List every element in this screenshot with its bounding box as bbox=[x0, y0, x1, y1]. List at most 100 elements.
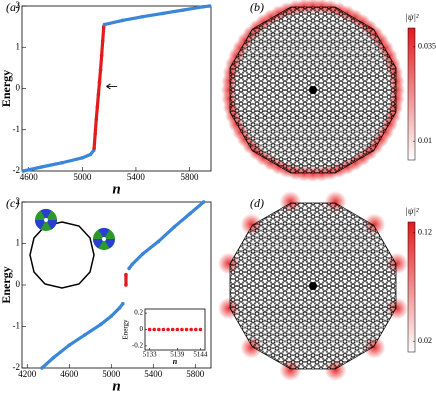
lattice-site bbox=[286, 203, 300, 217]
lattice-site bbox=[366, 62, 380, 76]
lattice-site bbox=[366, 258, 380, 272]
lattice-site bbox=[270, 90, 284, 104]
lattice-site bbox=[258, 83, 272, 97]
lattice-site bbox=[298, 306, 312, 321]
lattice-site bbox=[382, 104, 396, 118]
lattice-site bbox=[274, 348, 288, 363]
colorbar bbox=[407, 221, 416, 353]
lattice-site bbox=[314, 69, 328, 83]
point bbox=[130, 262, 135, 267]
lattice-site bbox=[374, 313, 388, 328]
lattice-site bbox=[306, 6, 320, 14]
lattice-site bbox=[229, 286, 236, 300]
lattice-site bbox=[282, 209, 296, 224]
lattice-site bbox=[274, 152, 288, 167]
lattice-site bbox=[250, 237, 264, 252]
lattice-site bbox=[290, 209, 304, 224]
lattice-site bbox=[306, 223, 320, 238]
point bbox=[127, 266, 131, 271]
lattice-site bbox=[326, 327, 340, 342]
lattice-site bbox=[306, 166, 320, 174]
lattice-site bbox=[302, 62, 316, 76]
lattice-site bbox=[306, 209, 320, 224]
lattice-site bbox=[322, 348, 336, 363]
lattice-site bbox=[338, 124, 352, 139]
lattice-site bbox=[338, 55, 352, 70]
lattice-site bbox=[270, 258, 284, 272]
lattice-site bbox=[270, 313, 284, 328]
lattice-site bbox=[278, 131, 292, 146]
lattice-site bbox=[294, 159, 308, 173]
lattice-site bbox=[362, 55, 376, 70]
lattice-site bbox=[290, 223, 304, 238]
lattice-site bbox=[274, 334, 288, 349]
lattice-site bbox=[350, 145, 364, 160]
lattice-site bbox=[274, 124, 288, 139]
lattice-site bbox=[234, 279, 248, 293]
lattice-site bbox=[250, 251, 264, 266]
y-tick-label: -1 bbox=[13, 321, 21, 331]
lattice-site bbox=[342, 230, 356, 245]
panel-label: (d) bbox=[250, 196, 264, 210]
lattice-site bbox=[286, 131, 300, 146]
lattice-site bbox=[342, 90, 356, 104]
lattice-site bbox=[302, 286, 316, 300]
lattice-site bbox=[326, 341, 340, 356]
lattice-site bbox=[318, 203, 332, 217]
lattice-site bbox=[350, 300, 364, 314]
lattice-site bbox=[290, 83, 304, 97]
point bbox=[117, 306, 122, 310]
lattice-site bbox=[258, 237, 272, 252]
lattice-site bbox=[282, 83, 296, 97]
lattice-site bbox=[318, 313, 332, 328]
lattice-site bbox=[326, 20, 340, 35]
corner-glow bbox=[279, 190, 302, 213]
lattice-site bbox=[282, 362, 296, 370]
lattice-site bbox=[229, 62, 236, 76]
lattice-site bbox=[366, 117, 380, 132]
lattice-site bbox=[254, 300, 268, 314]
lattice-site bbox=[290, 265, 304, 279]
lattice-site bbox=[366, 90, 380, 104]
lattice-site bbox=[302, 117, 316, 132]
lattice-site bbox=[334, 145, 348, 160]
lattice-site bbox=[238, 244, 252, 259]
lattice-site bbox=[326, 286, 340, 300]
lattice-site bbox=[234, 55, 248, 70]
lattice-site bbox=[290, 320, 304, 335]
lattice-site bbox=[362, 69, 376, 83]
lattice-site bbox=[250, 334, 264, 349]
lattice-site bbox=[294, 48, 308, 63]
lattice-site bbox=[314, 152, 328, 167]
lattice-site bbox=[306, 83, 320, 97]
lattice-site bbox=[254, 48, 268, 63]
lattice-site bbox=[266, 55, 280, 70]
lattice-site bbox=[266, 209, 280, 224]
lattice-site bbox=[246, 258, 260, 272]
point bbox=[95, 105, 100, 109]
lattice-site bbox=[229, 293, 240, 307]
point bbox=[96, 92, 101, 97]
lattice-site bbox=[302, 230, 316, 245]
lattice-site bbox=[294, 34, 308, 49]
lattice-site bbox=[334, 313, 348, 328]
lattice-site bbox=[322, 138, 336, 153]
x-tick-label: 5144 bbox=[193, 351, 208, 359]
lattice-site bbox=[258, 110, 272, 125]
point bbox=[189, 327, 193, 332]
lattice-site bbox=[322, 202, 336, 210]
lattice-site bbox=[350, 62, 364, 76]
y-tick-label: 0 bbox=[16, 279, 21, 289]
lattice-site bbox=[314, 27, 328, 42]
lattice-site bbox=[362, 320, 376, 335]
lattice-site bbox=[394, 279, 397, 293]
lattice-site bbox=[262, 62, 276, 76]
lattice-site bbox=[306, 202, 320, 210]
lattice-site bbox=[346, 41, 360, 56]
lattice-site bbox=[278, 258, 292, 272]
lattice-site bbox=[342, 145, 356, 160]
center bbox=[309, 86, 317, 94]
lattice-site bbox=[366, 286, 380, 300]
lattice-site bbox=[298, 209, 312, 224]
